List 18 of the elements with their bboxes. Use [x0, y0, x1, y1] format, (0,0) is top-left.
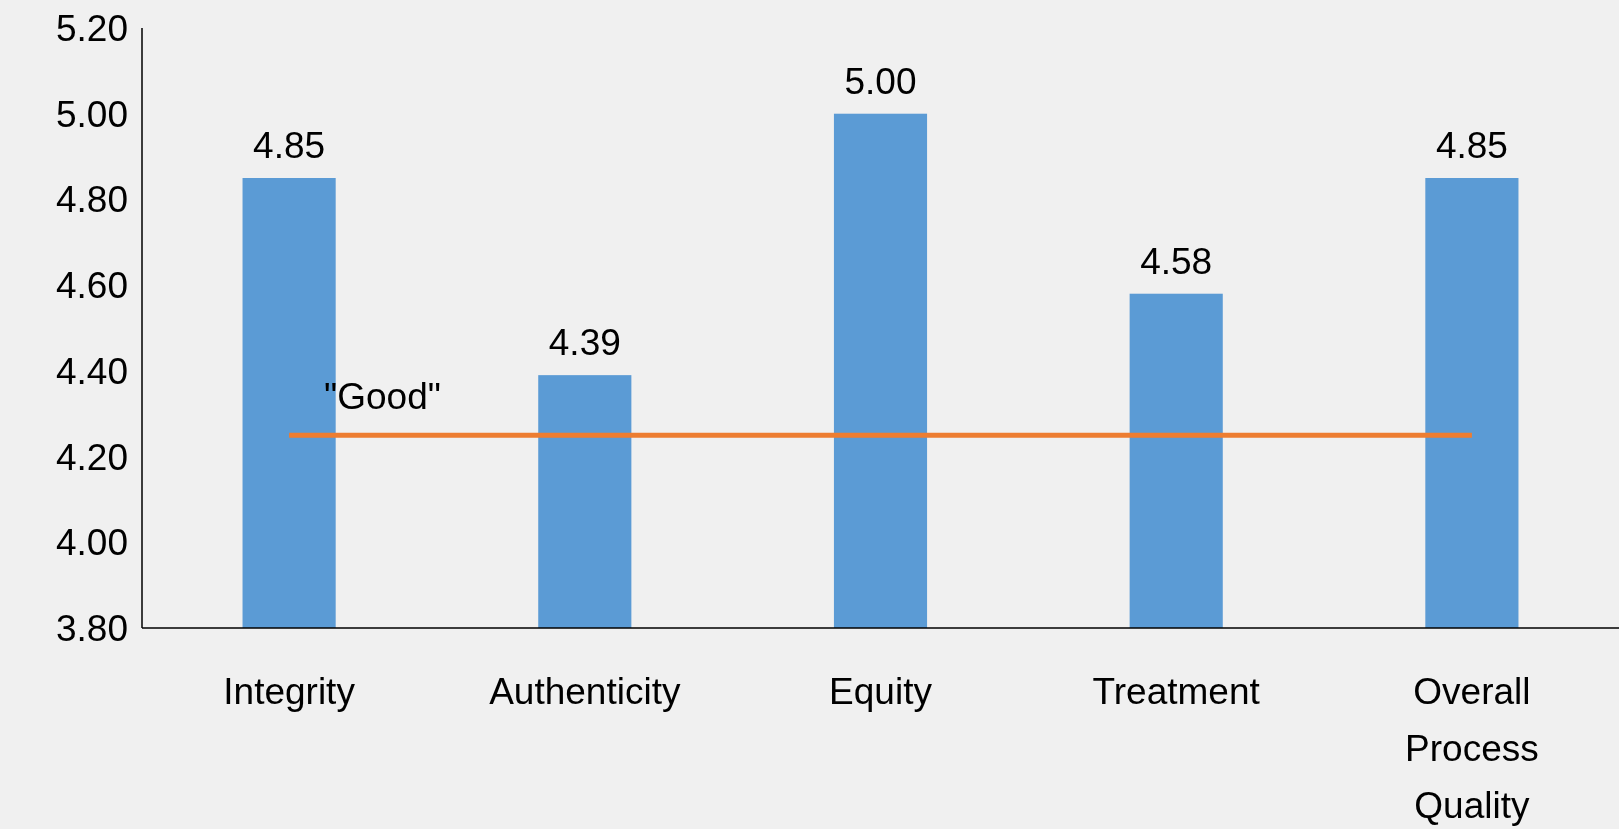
y-tick-label: 4.20 [55, 436, 128, 478]
x-tick-label: Treatment [1092, 671, 1261, 712]
data-label: 5.00 [844, 60, 917, 102]
y-tick-label: 5.20 [55, 7, 128, 49]
x-tick-label: Authenticity [489, 671, 681, 712]
y-tick-label: 3.80 [55, 607, 128, 649]
x-tick-label: Equity [829, 671, 933, 712]
data-label: 4.85 [1435, 125, 1508, 166]
y-tick-label: 5.00 [55, 93, 128, 135]
y-tick-label: 4.40 [55, 350, 128, 392]
data-label: 4.58 [1140, 240, 1213, 282]
x-tick-label: Overall Process Quality [1405, 671, 1539, 826]
data-label: 4.85 [253, 125, 326, 166]
y-tick-label: 4.80 [55, 179, 128, 221]
x-tick-label: Integrity [223, 671, 356, 712]
data-label: 4.39 [548, 322, 621, 364]
y-tick-label: 4.60 [55, 265, 128, 307]
y-tick-label: 4.00 [55, 522, 128, 564]
